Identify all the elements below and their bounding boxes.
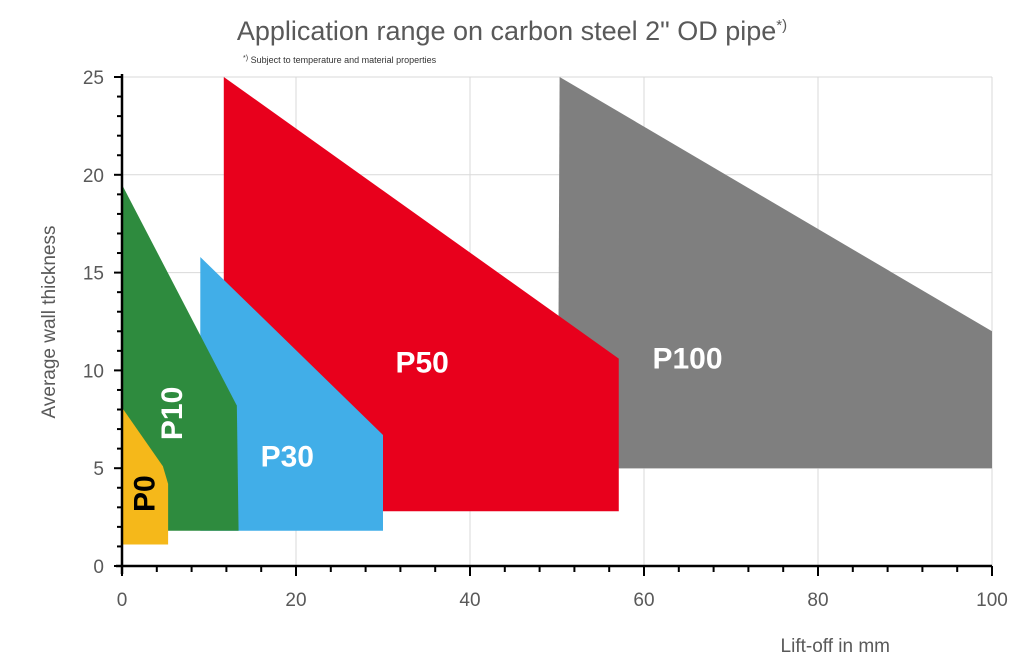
- y-axis-label: Average wall thickness: [39, 226, 60, 419]
- x-tick-label: 80: [807, 590, 828, 611]
- area-label-p50: P50: [395, 346, 448, 379]
- y-tick-label: 20: [83, 166, 104, 187]
- area-p30: [200, 256, 383, 531]
- area-label-p100: P100: [652, 343, 722, 376]
- chart-footnote: *) Subject to temperature and material p…: [243, 55, 437, 65]
- area-p0: [122, 407, 169, 545]
- y-tick-label: 0: [93, 557, 104, 578]
- area-p10: [122, 184, 239, 531]
- x-tick-label: 0: [117, 590, 128, 611]
- y-tick-label: 25: [83, 68, 104, 89]
- area-p100: [557, 77, 992, 469]
- x-tick-label: 60: [633, 590, 654, 611]
- area-label-p10: P10: [156, 387, 189, 440]
- x-tick-label: 40: [459, 590, 480, 611]
- x-tick-label: 20: [285, 590, 306, 611]
- y-tick-label: 15: [83, 264, 104, 285]
- x-tick-label: 100: [976, 590, 1008, 611]
- x-axis-label: Lift-off in mm: [781, 636, 890, 657]
- area-label-p0: P0: [128, 475, 161, 512]
- y-tick-label: 5: [93, 459, 104, 480]
- y-tick-label: 10: [83, 361, 104, 382]
- axes: 0 20 40 60 80 100 0 5 10 15 20 25: [83, 68, 1008, 611]
- area-label-p30: P30: [261, 440, 314, 473]
- chart-title: Application range on carbon steel 2" OD …: [237, 16, 787, 46]
- plot-areas: P100 P50 P30 P10 P0: [122, 77, 992, 545]
